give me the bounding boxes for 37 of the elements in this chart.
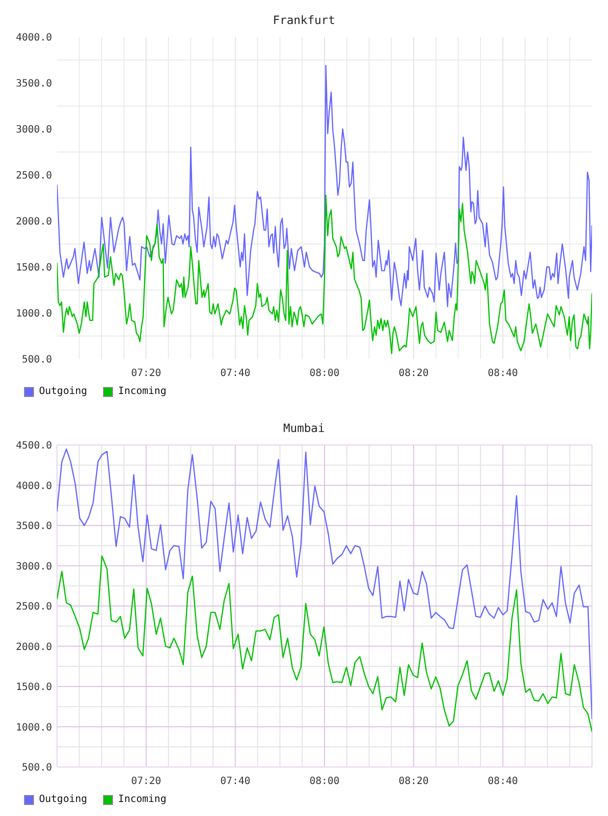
x-tick-label: 08:00 — [309, 776, 340, 788]
y-tick-label: 4500.0 — [16, 440, 52, 452]
line-series — [57, 555, 592, 732]
x-tick-label: 08:40 — [488, 776, 518, 788]
chart-title: Frankfurt — [272, 13, 336, 27]
y-tick-label: 500.0 — [22, 762, 52, 774]
y-tick-label: 1000.0 — [16, 722, 52, 734]
line-series — [57, 194, 592, 354]
y-tick-label: 3500.0 — [16, 78, 52, 90]
y-tick-label: 1500.0 — [16, 682, 52, 694]
x-tick-label: 07:20 — [131, 368, 162, 380]
x-tick-label: 07:40 — [220, 368, 250, 380]
y-tick-label: 4000.0 — [16, 32, 52, 44]
legend-label: Incoming — [118, 793, 166, 807]
y-tick-label: 4000.0 — [16, 480, 52, 492]
x-tick-label: 08:20 — [398, 368, 429, 380]
line-series — [57, 64, 592, 308]
y-tick-label: 2500.0 — [16, 170, 52, 182]
y-tick-label: 1500.0 — [16, 262, 52, 274]
legend-label: Outgoing — [39, 793, 88, 807]
y-tick-label: 3500.0 — [16, 521, 52, 532]
y-tick-label: 2000.0 — [16, 642, 52, 653]
x-tick-label: 07:40 — [220, 776, 250, 788]
y-tick-label: 500.0 — [22, 354, 52, 366]
legend-label: Outgoing — [39, 385, 88, 399]
x-tick-label: 08:00 — [309, 368, 340, 380]
y-tick-label: 2000.0 — [16, 216, 52, 228]
y-tick-label: 1000.0 — [16, 308, 52, 320]
chart-title: Mumbai — [282, 421, 326, 435]
y-tick-label: 3000.0 — [16, 124, 52, 136]
legend-label: Incoming — [118, 385, 166, 399]
x-tick-label: 08:20 — [398, 776, 429, 788]
x-tick-label: 08:40 — [488, 368, 518, 380]
x-tick-label: 07:20 — [131, 776, 162, 788]
y-tick-label: 2500.0 — [16, 602, 52, 613]
y-tick-label: 3000.0 — [16, 561, 52, 572]
line-series — [57, 448, 592, 720]
